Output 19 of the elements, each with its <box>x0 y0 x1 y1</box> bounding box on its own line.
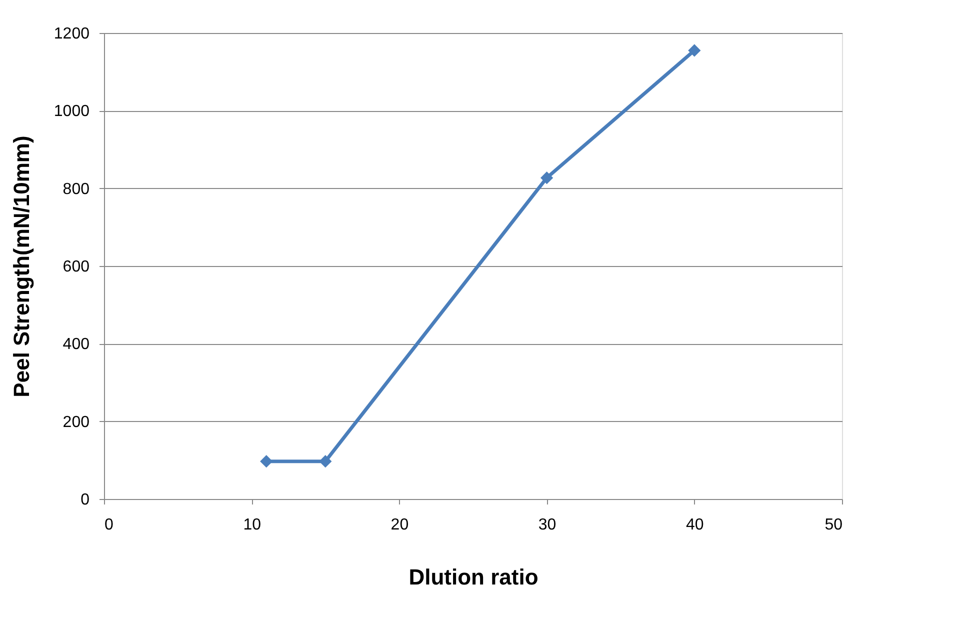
point <box>319 455 332 468</box>
x-tick-label: 40 <box>686 516 704 534</box>
y-tick-label: 600 <box>62 258 90 276</box>
y-tick-label: 200 <box>62 414 90 431</box>
y-tick-label: 1000 <box>54 103 90 120</box>
point <box>688 44 701 57</box>
x-tick-label: 10 <box>243 516 262 534</box>
y-tick-label: 800 <box>62 180 90 198</box>
y-tick-label: 1200 <box>54 26 90 42</box>
x-axis-title: Dlution ratio <box>408 564 538 590</box>
x-tick-label: 0 <box>104 516 114 534</box>
x-tick-label: 30 <box>538 516 556 534</box>
y-tick-label: 400 <box>62 336 90 354</box>
point <box>260 455 273 468</box>
x-tick-label: 50 <box>824 516 843 534</box>
x-tick-label: 20 <box>390 516 409 534</box>
point <box>540 172 554 184</box>
y-axis-title: Peel Strength(mN/10mm) <box>8 136 34 398</box>
y-tick-label: 0 <box>80 492 90 508</box>
